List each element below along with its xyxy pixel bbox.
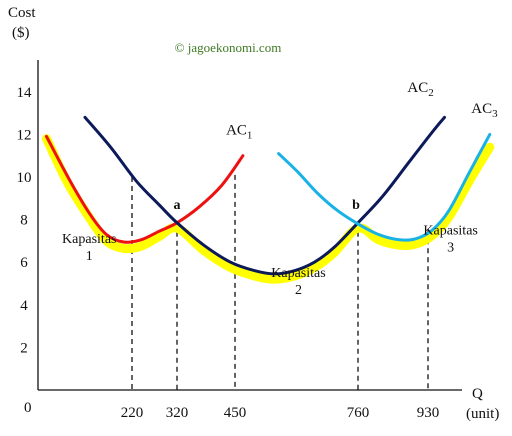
curve-label-ac3: AC3 xyxy=(471,101,498,120)
y-tick-label-4: 4 xyxy=(20,298,28,314)
ac-curves xyxy=(45,115,492,276)
x-tick-label-320: 320 xyxy=(166,405,189,421)
y-tick-label-6: 6 xyxy=(20,255,28,271)
lrac-envelope xyxy=(42,134,495,284)
lrac-band xyxy=(42,134,495,284)
axes xyxy=(37,60,462,391)
y-tick-label-10: 10 xyxy=(17,170,32,186)
point-label-a: a xyxy=(174,198,181,213)
x-axis-title: Q xyxy=(472,386,483,402)
x-tick-label-220: 220 xyxy=(121,405,144,421)
y-axis-unit: ($) xyxy=(12,25,30,41)
curve-ac1 xyxy=(45,135,245,244)
curve-label-ac1: AC1 xyxy=(226,122,252,141)
watermark: © jagoekonomi.com xyxy=(175,40,282,55)
capacity-label-3: Kapasitas xyxy=(423,224,477,239)
curve-labels: AC1 AC2 AC3 xyxy=(226,80,498,142)
origin-label: 0 xyxy=(24,400,32,416)
curve-ac2 xyxy=(83,115,446,276)
capacity-label-2: Kapasitas xyxy=(271,266,325,281)
x-tick-label-450: 450 xyxy=(224,405,247,421)
x-tick-label-760: 760 xyxy=(347,405,370,421)
y-tick-label-12: 12 xyxy=(17,127,32,143)
y-axis-title: Cost xyxy=(8,5,36,21)
x-axis-unit: (unit) xyxy=(466,406,499,422)
y-tick-label-14: 14 xyxy=(17,85,33,101)
capacity-label-1: Kapasitas xyxy=(62,232,116,247)
y-tick-label-2: 2 xyxy=(20,340,28,356)
point-label-b: b xyxy=(352,198,360,213)
drop-lines xyxy=(131,174,429,390)
capacity-number-2: 2 xyxy=(295,283,302,298)
x-tick-labels: 220 320 450 760 930 xyxy=(121,405,440,421)
capacity-annotations: Kapasitas 1 Kapasitas 2 Kapasitas 3 xyxy=(62,224,478,299)
y-tick-label-8: 8 xyxy=(20,213,28,229)
curve-label-ac2: AC2 xyxy=(407,80,433,99)
capacity-number-1: 1 xyxy=(86,249,93,264)
capacity-number-3: 3 xyxy=(447,241,454,256)
curve-ac3 xyxy=(277,132,492,242)
x-tick-label-930: 930 xyxy=(417,405,440,421)
y-tick-labels: 2 4 6 8 10 12 14 xyxy=(17,85,33,357)
